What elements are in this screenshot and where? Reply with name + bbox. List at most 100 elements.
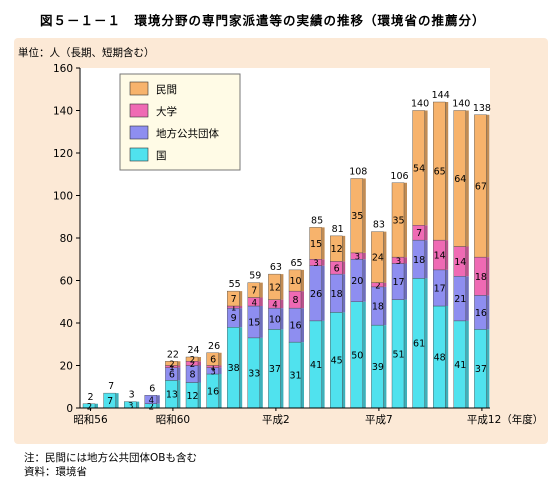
segment-label: 8 (189, 370, 195, 381)
total-label: 63 (270, 262, 282, 273)
total-label: 83 (373, 220, 385, 231)
bar-side (198, 361, 201, 366)
segment-label: 14 (454, 257, 466, 268)
segment-label: 18 (331, 289, 343, 300)
notes: 注：民間には地方公共団体OBも含む 資料：環境省 (24, 451, 197, 479)
segment-label: 24 (372, 253, 384, 264)
x-tick-label: 平成2 (262, 414, 290, 426)
bar-side (280, 299, 284, 309)
bar-side (198, 382, 201, 408)
bar-side (362, 252, 366, 260)
bar-side (301, 308, 304, 343)
segment-label: 3 (313, 259, 318, 269)
bar-side (177, 380, 181, 408)
segment-label: 6 (169, 370, 175, 381)
segment-label: 12 (269, 282, 281, 293)
bar-side (486, 114, 490, 258)
bar-side (239, 291, 243, 306)
legend-swatch (129, 147, 149, 162)
y-tick-label: 140 (53, 106, 73, 118)
segment-label: 2 (190, 356, 195, 366)
segment-label: 18 (413, 255, 425, 266)
bar-side (342, 261, 346, 275)
segment-label: 48 (434, 353, 446, 364)
total-label: 2 (87, 392, 93, 403)
x-tick-label: 平成7 (365, 414, 393, 426)
total-label: 108 (349, 167, 367, 178)
total-label: 26 (208, 341, 220, 352)
segment-label: 35 (351, 211, 363, 222)
bar-side (218, 365, 222, 368)
bar-side (486, 257, 490, 296)
segment-label: 20 (351, 276, 363, 287)
bar-segment (288, 269, 302, 292)
bar-side (259, 297, 263, 306)
segment-label: 10 (289, 276, 301, 287)
bar-side (445, 306, 449, 408)
segment-label: 3 (355, 253, 360, 263)
total-label: 3 (129, 390, 135, 401)
bar-segment (330, 235, 343, 262)
bar-segment (433, 101, 446, 241)
bar-segment (247, 282, 261, 298)
bar-side (218, 374, 222, 408)
segment-label: 3 (396, 257, 401, 267)
legend-swatch (129, 125, 149, 140)
segment-label: 31 (289, 371, 301, 382)
x-tick-label: 平成12（年度） (467, 413, 543, 426)
segment-label: 2 (375, 281, 380, 291)
bar-side (424, 278, 428, 408)
segment-label: 4 (272, 300, 277, 310)
bar-segment (350, 178, 363, 254)
bar-side (198, 357, 201, 362)
y-tick-label: 160 (53, 63, 73, 75)
segment-label: 45 (331, 356, 343, 367)
segment-label: 7 (251, 286, 257, 297)
bar-side (301, 342, 304, 408)
bar-side (362, 178, 366, 253)
bar-segment (391, 182, 405, 258)
bar-side (177, 367, 181, 381)
segment-label: 4 (149, 396, 154, 406)
bar-segment (412, 110, 425, 226)
total-label: 59 (249, 271, 261, 282)
bar-side (404, 182, 407, 258)
total-label: 85 (311, 215, 323, 226)
bar-side (404, 263, 407, 300)
total-label: 106 (390, 171, 408, 182)
segment-label: 21 (454, 294, 466, 305)
total-label: 24 (187, 345, 199, 356)
legend-label: 大学 (156, 105, 177, 118)
bar-side (383, 286, 387, 326)
bar-side (383, 282, 387, 287)
bar-side (259, 337, 263, 408)
segment-label: 39 (372, 362, 384, 373)
segment-label: 12 (331, 244, 343, 255)
segment-label: 38 (228, 363, 240, 374)
total-label: 65 (290, 258, 302, 269)
bar-side (465, 110, 469, 247)
bar-side (156, 395, 160, 404)
y-tick-label: 40 (60, 318, 73, 330)
bar-side (136, 401, 140, 408)
segment-label: 6 (210, 355, 216, 366)
bar-segment (144, 395, 158, 404)
total-label: 7 (108, 381, 114, 392)
bar-side (280, 329, 284, 408)
bar-segment (474, 114, 487, 258)
y-tick-label: 20 (60, 361, 73, 373)
total-label: 140 (411, 99, 429, 110)
bar-side (445, 269, 449, 306)
segment-label: 16 (475, 308, 487, 319)
bar-side (156, 403, 160, 408)
bar-segment (453, 110, 466, 247)
bar-segment (371, 231, 384, 283)
total-label: 55 (229, 279, 241, 290)
bar-segment (309, 227, 322, 260)
segment-label: 4 (252, 298, 257, 308)
legend-label: 民間 (156, 84, 177, 96)
bar-side (404, 257, 407, 264)
segment-label: 15 (310, 239, 322, 250)
